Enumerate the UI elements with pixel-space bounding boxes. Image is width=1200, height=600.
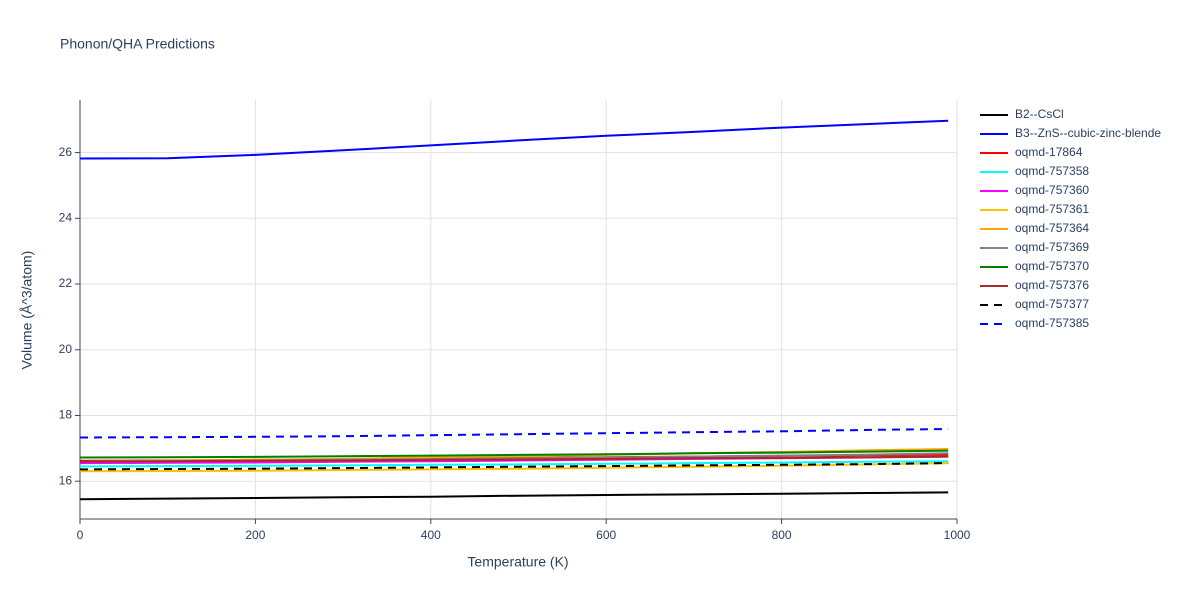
y-tick-label: 22 xyxy=(59,276,73,290)
series-line xyxy=(79,455,949,463)
legend-label: oqmd-17864 xyxy=(1015,145,1083,159)
legend: B2--CsCl B3--ZnS--cubic-zinc-blende oqmd-1… xyxy=(980,107,1161,330)
x-tick-label: 200 xyxy=(245,528,265,542)
legend-label: oqmd-757376 xyxy=(1015,278,1089,292)
x-axis-title: Temperature (K) xyxy=(467,554,568,570)
series-line xyxy=(79,462,949,471)
x-tick-label: 400 xyxy=(421,528,441,542)
legend-label: oqmd-757358 xyxy=(1015,164,1089,178)
x-tick-label: 0 xyxy=(77,528,84,542)
legend-label: oqmd-757364 xyxy=(1015,221,1089,235)
grid-layer: 0 200 400 600 800 1000 16 18 20 22 24 26 xyxy=(59,100,971,542)
y-tick-label: 18 xyxy=(59,408,73,422)
lines-layer xyxy=(79,119,949,501)
chart-title: Phonon/QHA Predictions xyxy=(60,36,215,52)
y-tick-label: 20 xyxy=(59,342,73,356)
x-tick-label: 800 xyxy=(772,528,792,542)
series-line xyxy=(79,428,949,439)
y-tick-label: 26 xyxy=(59,145,73,159)
legend-label: B2--CsCl xyxy=(1015,107,1064,121)
series-line xyxy=(79,460,949,468)
legend-label: oqmd-757369 xyxy=(1015,240,1089,254)
y-axis-title: Volume (Å^3/atom) xyxy=(19,251,35,370)
x-tick-label: 600 xyxy=(596,528,616,542)
legend-label: oqmd-757370 xyxy=(1015,259,1089,273)
legend-label: oqmd-757360 xyxy=(1015,183,1089,197)
legend-label: oqmd-757361 xyxy=(1015,202,1089,216)
y-tick-label: 24 xyxy=(59,210,73,224)
series-line xyxy=(79,119,949,160)
x-tick-label: 1000 xyxy=(944,528,971,542)
legend-label: B3--ZnS--cubic-zinc-blende xyxy=(1015,126,1161,140)
series-line xyxy=(79,449,949,459)
legend-label: oqmd-757377 xyxy=(1015,297,1089,311)
series-line xyxy=(79,491,949,501)
y-tick-label: 16 xyxy=(59,473,73,487)
legend-label: oqmd-757385 xyxy=(1015,316,1089,330)
